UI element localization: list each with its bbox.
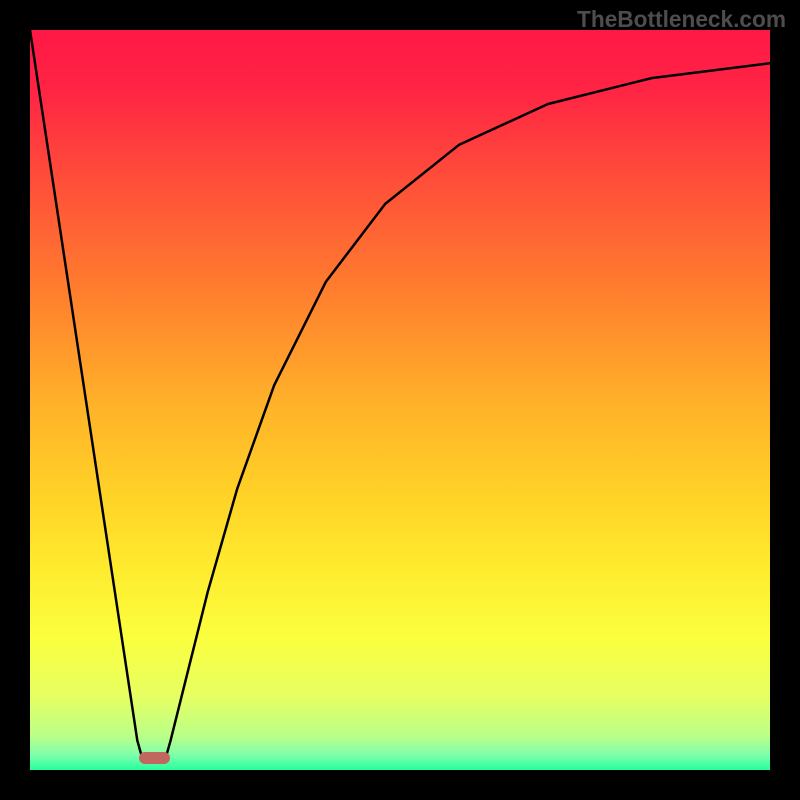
minimum-marker xyxy=(139,752,170,764)
curve-layer xyxy=(30,30,770,770)
plot-area xyxy=(30,30,770,770)
v-curve xyxy=(30,30,770,755)
watermark-text: TheBottleneck.com xyxy=(577,6,786,33)
chart-container: TheBottleneck.com xyxy=(0,0,800,800)
